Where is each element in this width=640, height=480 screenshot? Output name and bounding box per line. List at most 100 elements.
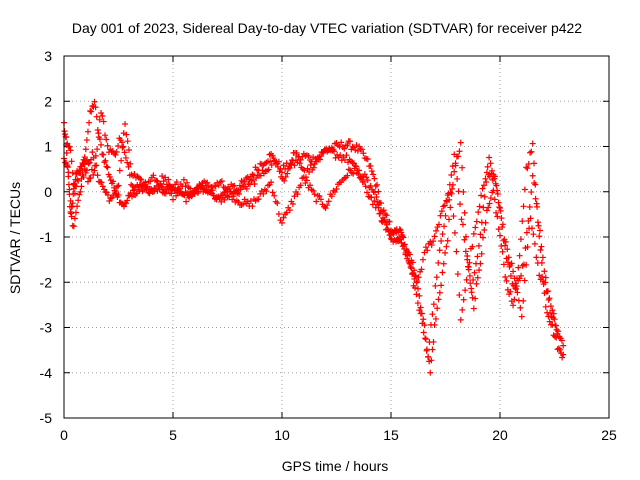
data-point [553,334,560,341]
data-point [414,300,421,307]
data-point [493,182,500,189]
data-point [510,268,517,275]
data-point [478,219,485,226]
data-point [162,174,169,181]
y-tick-label: -3 [40,320,53,336]
data-point [253,175,260,182]
data-point [281,177,288,184]
data-point [263,188,270,195]
data-point [407,263,414,270]
data-point [83,137,90,144]
data-point [403,246,410,253]
data-point [102,157,109,164]
data-point [344,172,351,179]
data-point [462,287,469,294]
data-point [153,177,160,184]
data-point [415,285,422,292]
data-point [99,183,106,190]
data-point [69,169,76,176]
data-point [444,237,451,244]
data-point [331,189,338,196]
data-point [481,182,488,189]
y-tick-label: 0 [44,184,52,200]
data-point [430,301,437,308]
data-point [481,193,488,200]
data-point [106,173,113,180]
data-point [416,307,423,314]
data-point [438,237,445,244]
data-point [556,346,563,353]
data-point [212,183,219,190]
data-point [72,209,79,216]
data-point [435,259,442,266]
data-point [67,147,74,154]
data-point [240,201,247,208]
data-points [61,98,567,376]
data-point [459,306,466,313]
data-point [118,139,125,146]
data-point [116,167,123,174]
data-point [525,217,532,224]
data-point [559,354,566,361]
data-point [517,304,524,311]
data-point [186,194,193,201]
data-point [265,166,272,173]
data-point [324,202,331,209]
data-point [504,259,511,266]
data-point [547,303,554,310]
data-point [445,190,452,197]
data-point [67,197,74,204]
data-point [229,196,236,203]
data-point [337,152,344,159]
data-point [546,318,553,325]
data-point [288,157,295,164]
data-point [158,182,165,189]
data-point [241,178,248,185]
data-point [439,269,446,276]
data-point [297,156,304,163]
data-point [454,175,461,182]
data-point [466,272,473,279]
data-point [439,231,446,238]
data-point [415,274,422,281]
data-point [545,296,552,303]
data-point [113,148,120,155]
data-point [91,98,98,105]
data-point [456,148,463,155]
data-point [411,284,418,291]
data-point [301,167,308,174]
data-point [426,339,433,346]
data-point [280,162,287,169]
data-point [457,201,464,208]
data-point [70,223,77,230]
data-point [303,177,310,184]
data-point [497,204,503,211]
data-point [461,209,468,216]
data-point [86,159,93,166]
data-point [313,198,320,205]
data-point [504,246,511,253]
data-point [268,162,275,169]
data-point [64,140,71,147]
data-point [397,227,404,234]
data-point [487,195,494,202]
data-point [100,151,107,158]
data-point [495,199,502,206]
data-point [355,170,362,177]
data-point [526,204,533,211]
data-point [483,207,490,214]
data-point [400,234,407,241]
data-point [128,181,135,188]
data-point [457,139,464,146]
data-point [115,191,122,198]
data-point [377,200,384,207]
data-point [547,309,554,316]
data-point [456,292,463,299]
data-point [362,183,369,190]
data-point [218,198,225,205]
data-point [289,201,296,208]
data-point [465,263,472,270]
data-point [207,184,214,191]
data-point [469,243,476,250]
